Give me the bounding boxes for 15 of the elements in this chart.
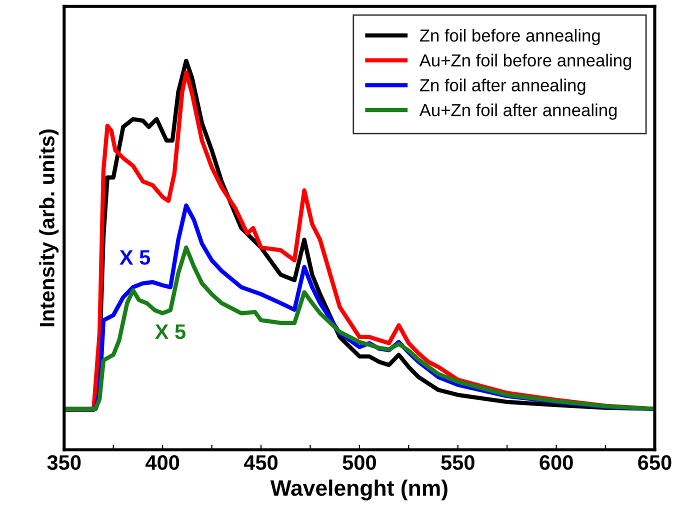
- x-tick-label: 450: [244, 455, 278, 470]
- annotation: X 5: [154, 324, 186, 340]
- legend-label: Zn foil before annealing: [420, 28, 600, 46]
- legend-label: Au+Zn foil before annealing: [419, 54, 632, 70]
- x-tick-label: 400: [146, 455, 180, 470]
- x-axis-title: Wavelenght (nm): [270, 480, 448, 500]
- x-tick-label: 500: [342, 455, 376, 470]
- x-tick-label: 550: [441, 455, 474, 470]
- x-tick-label: 600: [540, 455, 573, 470]
- x-tick-label: 350: [47, 455, 81, 470]
- y-axis-title: Intensity (arb. units): [39, 130, 59, 326]
- legend-label: Au+Zn foil after annealing: [419, 104, 617, 120]
- x-tick-label: 650: [638, 455, 672, 470]
- legend-label: Zn foil after annealing: [420, 78, 586, 95]
- annotation: X 5: [120, 250, 150, 265]
